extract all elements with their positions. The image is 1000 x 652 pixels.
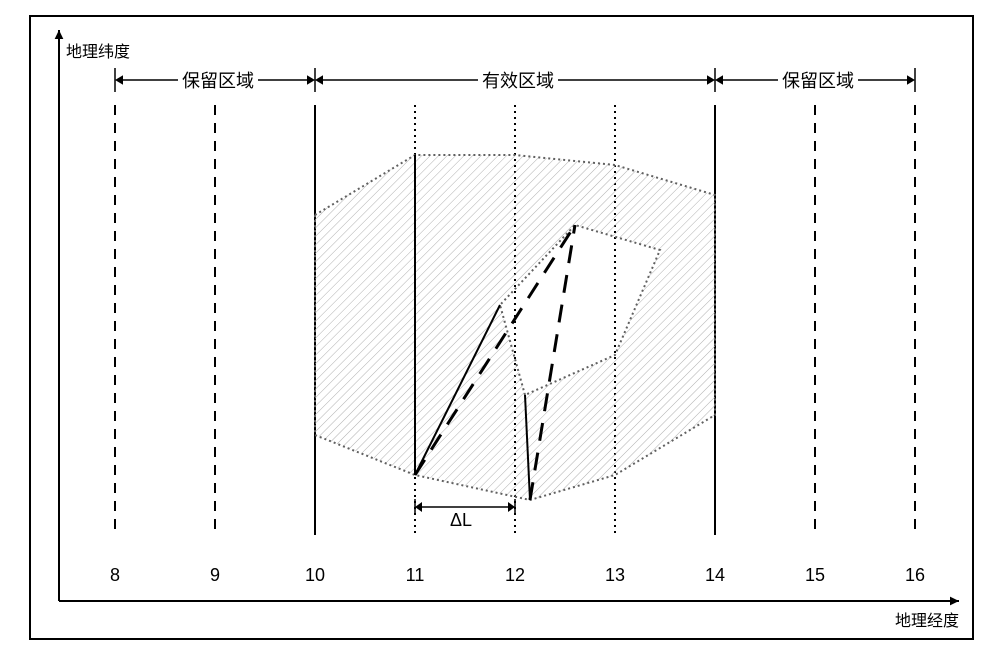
- region-label: 保留区域: [778, 67, 858, 93]
- y-axis-arrowhead: [55, 30, 64, 39]
- region-label: 保留区域: [178, 67, 258, 93]
- x-tick-label: 16: [905, 565, 925, 586]
- x-axis-arrowhead: [950, 597, 959, 606]
- diagram-canvas: [0, 0, 1000, 652]
- region-label: 有效区域: [478, 67, 558, 93]
- x-tick-label: 14: [705, 565, 725, 586]
- x-tick-label: 8: [110, 565, 120, 586]
- x-tick-label: 11: [406, 565, 425, 586]
- x-tick-label: 9: [210, 565, 220, 586]
- delta-l-label: ΔL: [450, 510, 472, 531]
- x-tick-label: 10: [305, 565, 325, 586]
- x-tick-label: 12: [505, 565, 525, 586]
- x-tick-label: 15: [805, 565, 825, 586]
- y-axis-label: 地理纬度: [66, 38, 130, 62]
- x-tick-label: 13: [605, 565, 625, 586]
- x-axis-label: 地理经度: [895, 607, 959, 631]
